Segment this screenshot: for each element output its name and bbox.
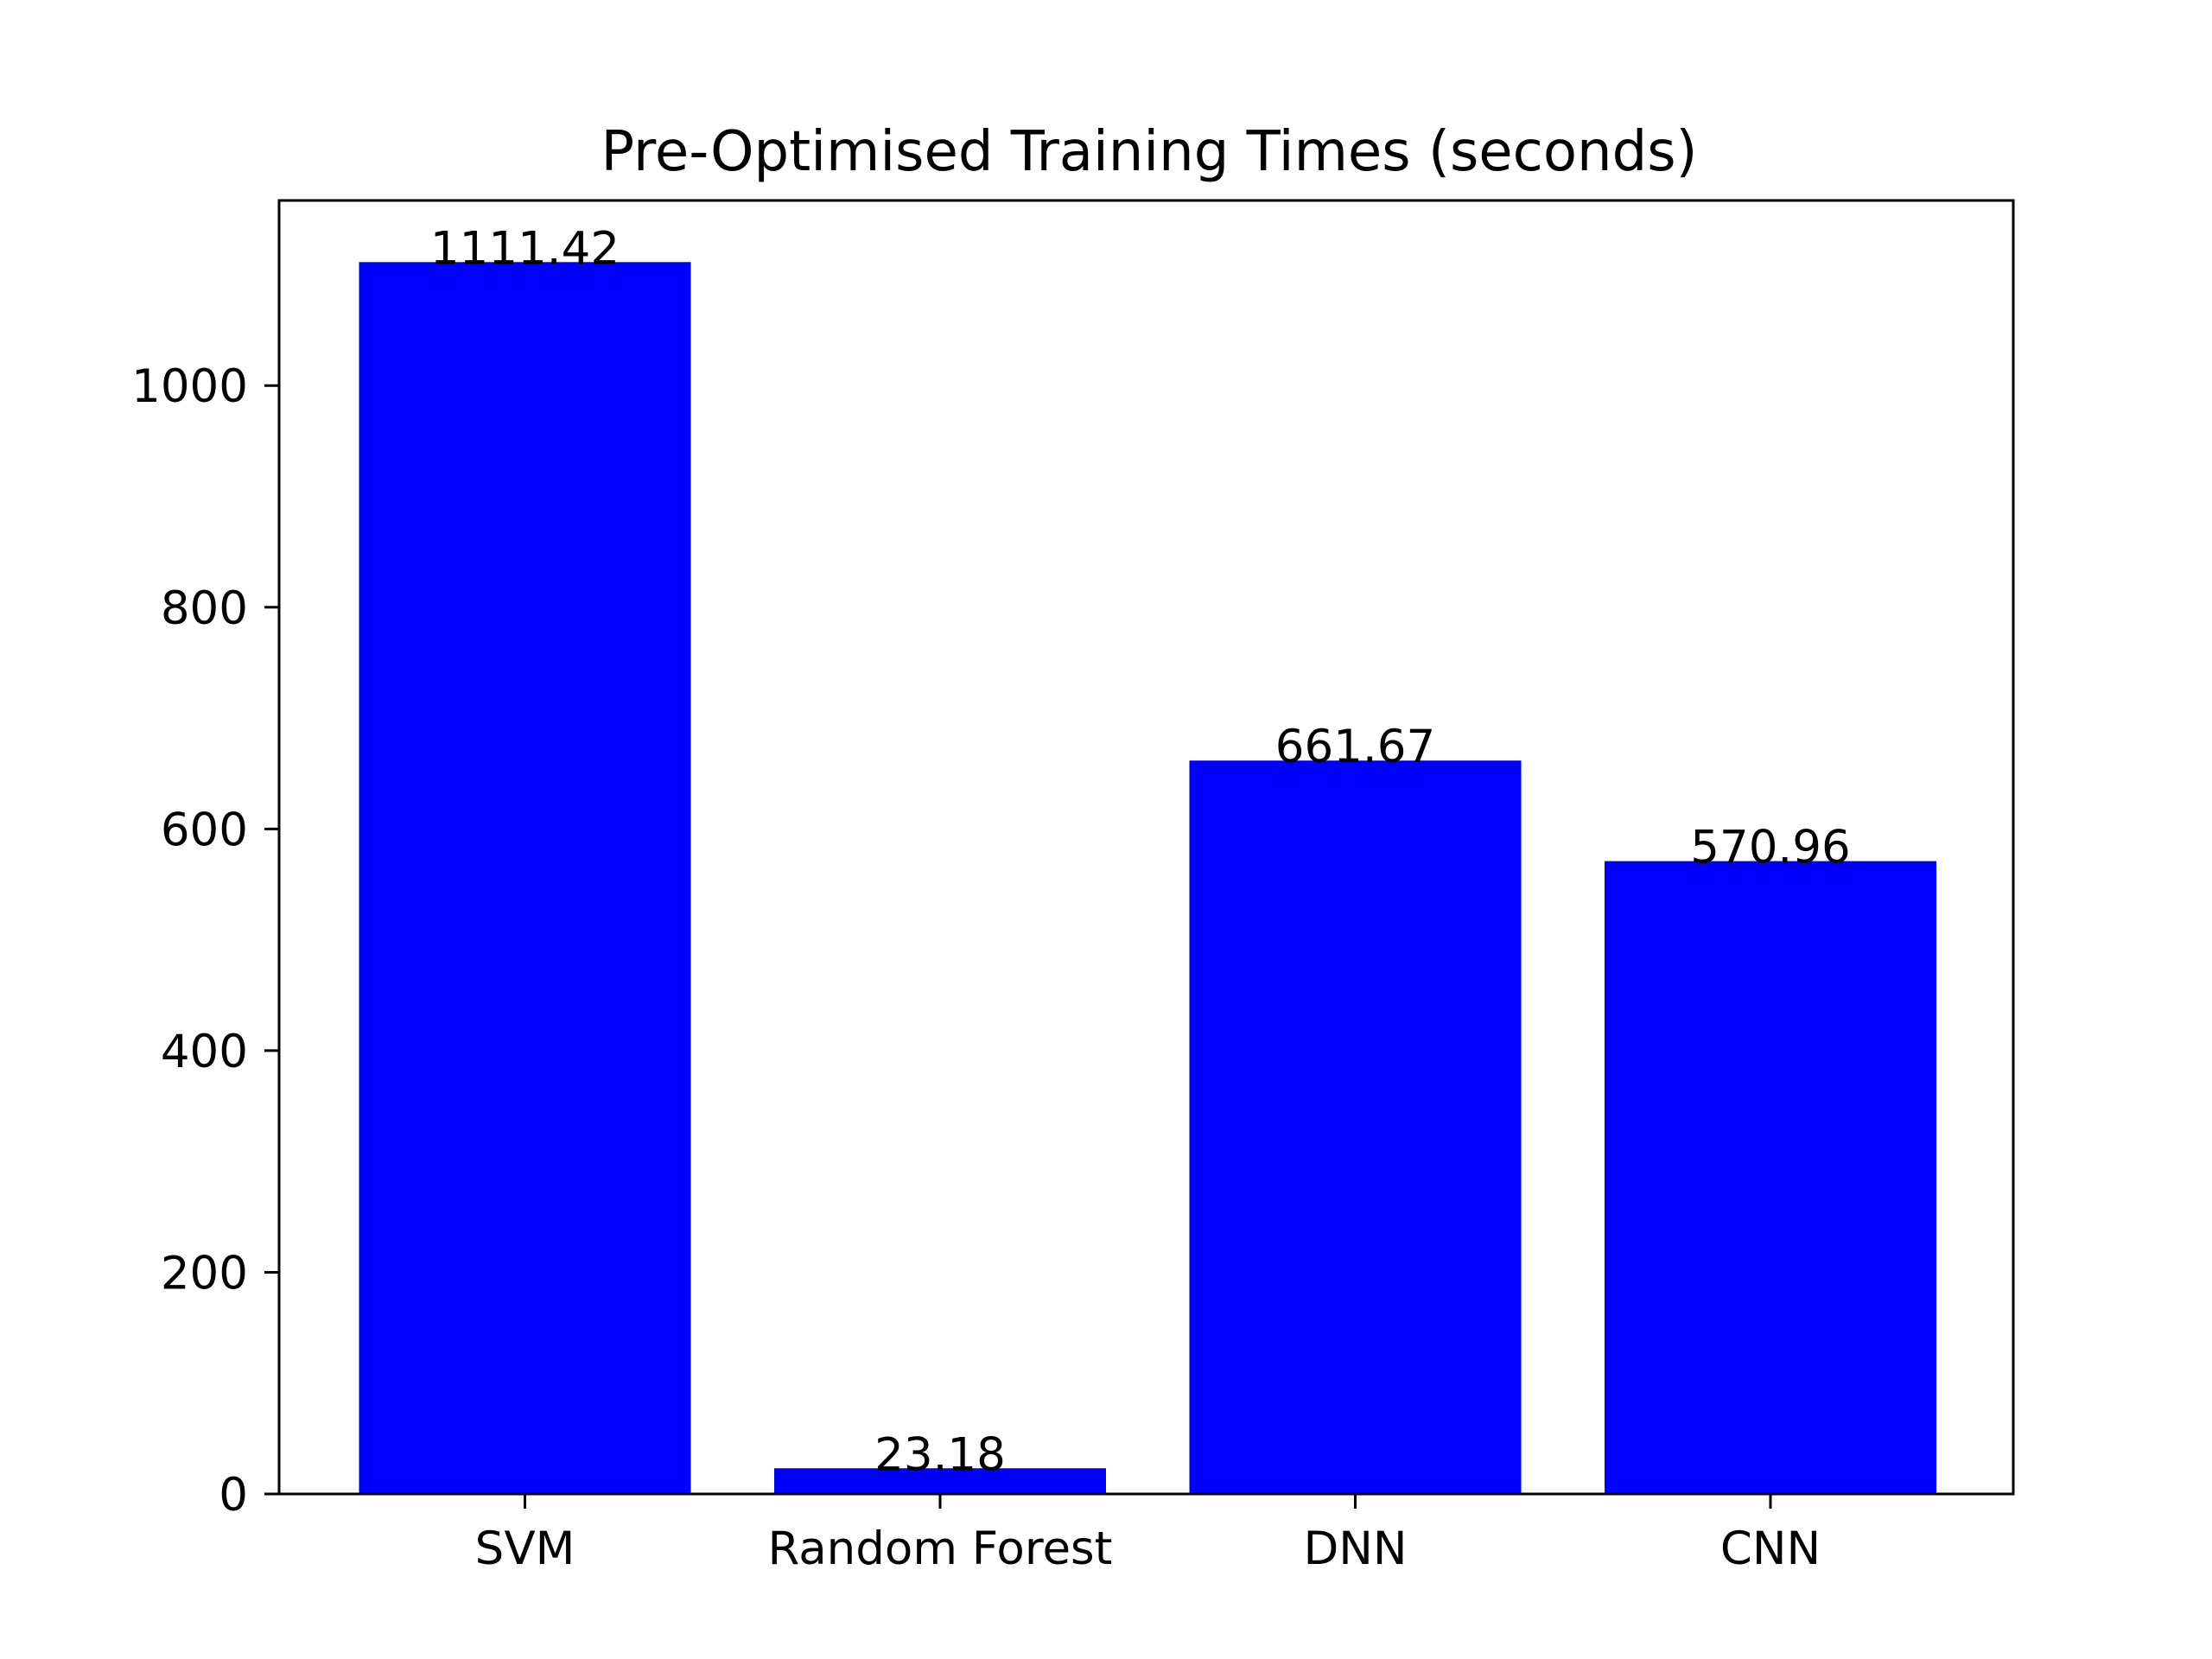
data-label: 1111.42 — [430, 222, 620, 275]
y-tick-label: 600 — [161, 804, 248, 856]
bar-cnn — [1605, 861, 1936, 1494]
bar-svm — [359, 262, 691, 1494]
data-label: 570.96 — [1690, 822, 1850, 874]
bar-random-forest — [774, 1468, 1106, 1494]
x-tick-label: SVM — [475, 1522, 575, 1575]
y-tick-label: 1000 — [131, 360, 248, 413]
data-labels-group: 1111.42 23.18 661.67 570.96 — [430, 222, 1851, 1481]
bars-group — [359, 262, 1936, 1494]
x-axis: SVM Random Forest DNN CNN — [475, 1494, 1821, 1575]
y-axis: 0 200 400 600 800 1000 — [131, 360, 279, 1522]
bar-dnn — [1189, 760, 1522, 1494]
x-tick-label: DNN — [1303, 1522, 1407, 1575]
y-tick-label: 0 — [219, 1469, 248, 1522]
y-tick-label: 400 — [161, 1026, 248, 1078]
plot-frame — [277, 199, 2015, 1496]
data-label: 23.18 — [874, 1428, 1006, 1481]
chart-title: Pre-Optimised Training Times (seconds) — [601, 120, 1697, 184]
x-tick-label: CNN — [1720, 1522, 1821, 1575]
y-tick-label: 800 — [161, 582, 248, 635]
x-tick-label: Random Forest — [768, 1522, 1113, 1575]
y-tick-label: 200 — [161, 1247, 248, 1300]
data-label: 661.67 — [1275, 721, 1435, 773]
